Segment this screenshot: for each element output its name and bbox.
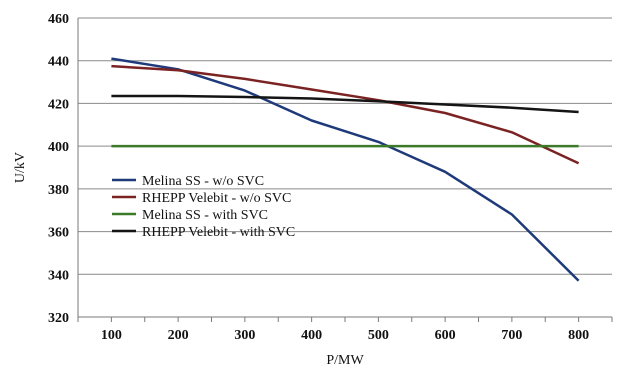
tick-labels: 320 340 360 380 400 420 440 460 100 200 300 400 500 6… xyxy=(48,12,589,343)
x-tick-label-400: 400 xyxy=(301,328,322,343)
y-tick-label-420: 420 xyxy=(48,97,69,112)
y-tick-label-320: 320 xyxy=(48,311,69,326)
series-line-1 xyxy=(111,57,580,282)
series-line-4 xyxy=(111,94,579,114)
y-tick-label-340: 340 xyxy=(48,268,69,283)
x-tick-label-600: 600 xyxy=(435,328,456,343)
x-tick-label-300: 300 xyxy=(234,328,255,343)
y-tick-label-460: 460 xyxy=(48,12,69,27)
legend-label-2: RHEPP Velebit - w/o SVC xyxy=(142,191,291,206)
series-lines xyxy=(111,57,580,282)
legend-label-1: Melina SS - w/o SVC xyxy=(142,174,264,189)
x-axis-title: P/MW xyxy=(326,353,364,368)
y-tick-label-440: 440 xyxy=(48,55,69,70)
y-tick-label-360: 360 xyxy=(48,226,69,241)
x-tick-label-200: 200 xyxy=(168,328,189,343)
y-tick-label-400: 400 xyxy=(48,140,69,155)
legend: Melina SS - w/o SVC RHEPP Velebit - w/o S… xyxy=(112,174,295,240)
x-tick-label-100: 100 xyxy=(101,328,122,343)
x-tick-label-800: 800 xyxy=(568,328,589,343)
axes xyxy=(77,18,613,322)
y-axis-title: U/kV xyxy=(13,152,28,183)
series-line-2 xyxy=(111,64,580,165)
legend-label-3: Melina SS - with SVC xyxy=(142,208,268,223)
x-tick-label-700: 700 xyxy=(501,328,522,343)
legend-label-4: RHEPP Velebit - with SVC xyxy=(142,225,295,240)
y-tick-label-380: 380 xyxy=(48,183,69,198)
x-tick-label-500: 500 xyxy=(368,328,389,343)
